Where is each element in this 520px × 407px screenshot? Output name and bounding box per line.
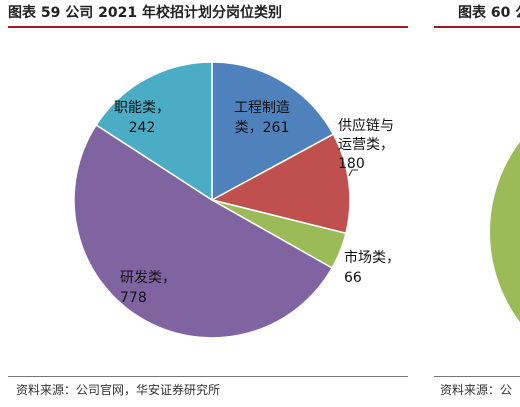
partial-next-pie	[490, 142, 520, 322]
title-divider	[8, 26, 408, 28]
slice-label: 市场类， 66	[344, 249, 400, 286]
slice-label: 职能类， 242	[114, 100, 170, 136]
pie-slice	[211, 61, 335, 202]
next-source-note: 资料来源：公	[440, 383, 513, 397]
next-title-divider	[434, 26, 520, 28]
slice-label: 工程制造类，261	[234, 100, 290, 136]
label-leader-line	[348, 169, 358, 177]
footer-divider	[8, 376, 408, 377]
next-chart-title: 图表 60 公司	[458, 5, 520, 21]
slice-label: 供应链与运营类， 180	[338, 117, 394, 172]
pie-slice	[95, 61, 213, 202]
source-note: 资料来源：公司官网，华安证券研究所	[16, 383, 221, 397]
chart-title: 图表 59 公司 2021 年校招计划分岗位类别	[8, 5, 282, 21]
pie-slice	[73, 123, 334, 339]
slice-label: 研发类， 778	[120, 270, 176, 306]
next-footer-divider	[434, 376, 520, 377]
